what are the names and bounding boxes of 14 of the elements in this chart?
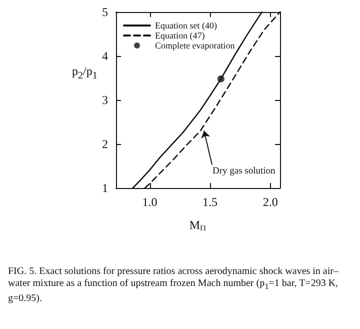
y-tick-label: 5: [102, 5, 108, 19]
y-tick-label: 1: [102, 181, 108, 195]
x-tick-label: 1.0: [142, 195, 158, 209]
x-tick-label: 2.0: [262, 195, 278, 209]
legend-label: Complete evaporation: [155, 40, 236, 50]
legend-label: Equation set (40): [155, 20, 217, 30]
y-axis-title: p$_{2}$/p$_{1}$: [72, 64, 98, 82]
y-tick-label: 4: [102, 49, 108, 63]
legend-label: Equation (47): [155, 30, 205, 40]
x-tick-label: 1.5: [202, 195, 218, 209]
text: FIG. 5. Exact solutions for pressure ratios across aerodynamic shock waves in air–water mixture as a function of upstream frozen Mach number (p$_{1}$=1 bar, T=293 K, g=0.95).: [8, 266, 338, 304]
y-tick-label: 2: [102, 137, 108, 151]
annotation: Dry gas solution: [212, 166, 276, 177]
y-tick-label: 3: [102, 93, 108, 107]
